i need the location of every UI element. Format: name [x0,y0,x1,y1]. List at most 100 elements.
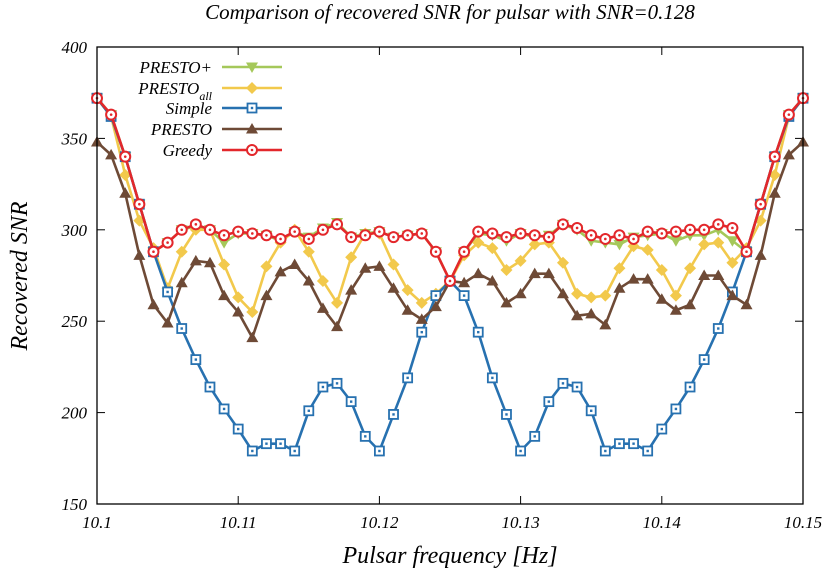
data-point [542,231,555,244]
legend-swatch-marker [246,62,258,73]
data-point [754,249,767,260]
plot-frame [96,46,804,505]
data-point [599,445,611,457]
data-point [500,264,513,277]
data-point [740,298,753,310]
data-point [684,381,696,393]
data-point [260,289,273,301]
data-point [302,232,315,245]
data-point [232,225,245,238]
data-point [740,245,753,258]
y-tick-label: 150 [62,495,88,514]
legend-label: PRESTO+ [138,58,212,77]
data-point [613,282,626,293]
data-point [556,287,569,299]
data-point [232,291,245,304]
data-point [669,304,682,315]
data-point [218,289,231,301]
data-point [119,168,132,181]
data-point [429,245,442,258]
data-point [275,438,286,450]
data-point [585,405,597,417]
data-point [119,150,132,163]
data-point [712,269,725,280]
data-point [712,323,724,334]
data-point [585,229,598,242]
data-point [500,231,513,244]
data-point [655,264,668,277]
data-point [670,403,682,415]
data-point [345,284,358,295]
data-point [726,221,739,234]
data-point [288,258,301,270]
data-point [246,445,258,457]
data-point [556,256,569,269]
data-point [429,300,442,312]
series-line [96,141,804,339]
data-point [203,256,216,268]
data-point [669,236,682,247]
data-point [331,296,344,309]
data-point [387,258,400,271]
data-point [486,372,498,384]
data-point [642,445,654,457]
data-point [486,274,499,286]
x-tick-label: 10.14 [643,513,682,532]
data-point [119,187,132,198]
data-point [599,232,612,245]
data-point [613,229,626,242]
data-point [557,377,569,389]
data-point [613,262,626,275]
data-point [345,396,357,408]
data-point [303,405,315,417]
data-point [627,232,640,245]
data-point [655,227,668,240]
data-point [458,245,471,258]
data-point [571,287,584,300]
data-point [232,306,245,317]
data-point [430,290,442,302]
data-point [599,318,612,330]
data-point [613,239,626,251]
data-point [501,409,512,420]
data-point [387,282,400,293]
series-layer [91,92,809,457]
data-point [274,265,287,277]
x-axis-label: Pulsar frequency [Hz] [341,543,557,569]
data-point [331,218,344,231]
data-point [246,306,259,319]
data-point [331,377,343,389]
y-tick-label: 200 [62,404,88,423]
legend-label-subscript: all [199,89,212,103]
legend-label: PRESTO [150,120,212,139]
data-point [641,243,654,256]
data-point [782,148,795,160]
data-point [289,445,301,457]
data-point [486,227,499,240]
data-point [472,326,484,338]
data-point [486,242,499,255]
data-point [388,409,399,420]
data-point [768,187,781,198]
data-point [401,229,414,242]
x-tick-label: 10.1 [82,513,112,532]
data-point [726,289,739,301]
data-point [359,430,371,442]
data-point [415,227,428,240]
data-point [261,438,272,450]
data-point [161,317,174,328]
data-point [302,274,315,286]
y-tick-label: 400 [62,38,88,57]
data-point [345,251,358,264]
data-point [571,309,584,321]
data-point [528,267,541,279]
y-tick-label: 250 [62,312,88,331]
data-point [345,231,358,244]
data-point [415,313,428,324]
data-point [288,225,301,238]
data-point [204,381,216,393]
data-point [712,236,725,249]
data-point [698,269,711,280]
data-point [401,304,414,315]
